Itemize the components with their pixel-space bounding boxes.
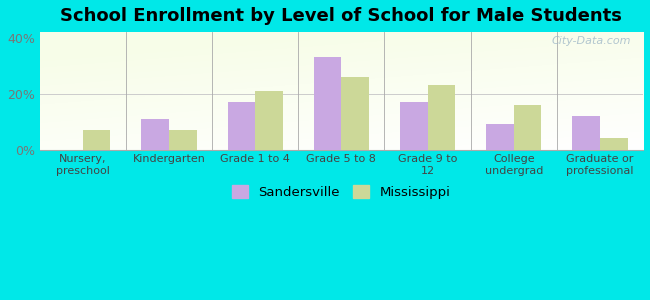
Text: City-Data.com: City-Data.com (551, 36, 631, 46)
Title: School Enrollment by Level of School for Male Students: School Enrollment by Level of School for… (60, 7, 622, 25)
Bar (341, 77, 369, 149)
Bar (83, 130, 110, 149)
Bar (169, 130, 196, 149)
Bar (428, 85, 455, 149)
Bar (227, 102, 255, 149)
Bar (600, 138, 627, 149)
Bar (573, 116, 600, 149)
Bar (255, 91, 283, 149)
Bar (400, 102, 428, 149)
Bar (514, 105, 541, 149)
Bar (314, 57, 341, 149)
Legend: Sandersville, Mississippi: Sandersville, Mississippi (227, 179, 456, 204)
Bar (142, 119, 169, 149)
Bar (486, 124, 514, 149)
